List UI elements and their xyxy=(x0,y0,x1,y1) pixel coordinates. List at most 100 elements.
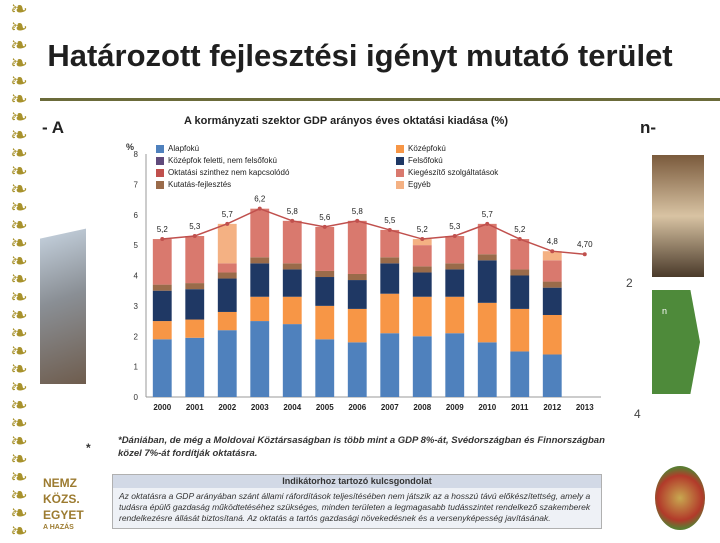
bar-segment xyxy=(347,220,367,274)
bar-segment xyxy=(445,236,465,264)
x-tick-label: 2006 xyxy=(348,403,366,412)
bar-segment xyxy=(152,284,172,291)
bar-segment xyxy=(412,266,432,273)
border-knot-icon: ❧ xyxy=(10,483,28,507)
border-knot-icon: ❧ xyxy=(10,465,28,489)
total-value-label: 5,5 xyxy=(384,216,396,225)
bar-segment xyxy=(185,289,205,320)
border-knot-icon: ❧ xyxy=(10,447,28,471)
border-knot-icon: ❧ xyxy=(10,141,28,165)
bar-segment xyxy=(380,263,400,294)
legend-label: Egyéb xyxy=(408,180,431,189)
bar-segment xyxy=(152,321,172,340)
bar-segment xyxy=(380,333,400,397)
border-knot-icon: ❧ xyxy=(10,51,28,75)
bar-segment xyxy=(185,319,205,338)
x-tick-label: 2010 xyxy=(478,403,496,412)
legend-swatch xyxy=(156,168,164,177)
total-value-label: 4,8 xyxy=(547,237,559,246)
bar-segment xyxy=(477,342,497,397)
total-point xyxy=(517,237,522,242)
footnote-marker: * xyxy=(86,441,91,455)
bar-segment xyxy=(412,336,432,397)
border-knot-icon: ❧ xyxy=(10,375,28,399)
bar-segment xyxy=(510,275,530,309)
legend-label: Kutatás-fejlesztés xyxy=(168,180,232,189)
bar-segment xyxy=(412,296,432,337)
total-point xyxy=(550,249,555,254)
x-tick-label: 2005 xyxy=(316,403,334,412)
total-value-label: 5,6 xyxy=(319,213,331,222)
legend-swatch xyxy=(396,156,404,165)
bar-segment xyxy=(445,333,465,397)
bar-segment xyxy=(542,281,562,288)
border-knot-icon: ❧ xyxy=(10,177,28,201)
y-tick-label: 1 xyxy=(134,363,139,372)
x-tick-label: 2000 xyxy=(153,403,171,412)
bar-segment xyxy=(315,226,335,271)
legend-swatch xyxy=(396,180,404,189)
education-spending-chart: A kormányzati szektor GDP arányos éves o… xyxy=(86,104,606,434)
bar-segment xyxy=(347,308,367,343)
total-point xyxy=(322,224,327,229)
bar-segment xyxy=(315,305,335,340)
bullet-text-right: n- xyxy=(640,118,657,137)
legend-item: Egyéb xyxy=(396,180,431,189)
bar-segment xyxy=(542,287,562,315)
legend-item: Kiegészítő szolgáltatások xyxy=(396,168,498,177)
y-tick-label: 3 xyxy=(134,302,139,311)
border-knot-icon: ❧ xyxy=(10,15,28,39)
legend-label: Alapfokú xyxy=(168,144,200,153)
bar-segment xyxy=(185,283,205,290)
border-knot-icon: ❧ xyxy=(10,123,28,147)
legend-swatch xyxy=(396,144,404,153)
bar-segment xyxy=(412,245,432,267)
green-arrow-shape xyxy=(652,290,700,394)
total-value-label: 5,7 xyxy=(222,210,234,219)
legend-item: Kutatás-fejlesztés xyxy=(156,180,231,189)
bar-segment xyxy=(152,339,172,397)
bar-segment xyxy=(510,351,530,397)
bar-segment xyxy=(542,260,562,282)
bar-segment xyxy=(412,239,432,246)
border-knot-icon: ❧ xyxy=(10,87,28,111)
total-value-label: 5,2 xyxy=(514,225,526,234)
y-tick-label: 7 xyxy=(134,180,139,189)
border-knot-icon: ❧ xyxy=(10,231,28,255)
bar-segment xyxy=(250,296,270,322)
total-value-label: 5,3 xyxy=(449,222,461,231)
total-value-label: 5,2 xyxy=(157,225,169,234)
bar-segment xyxy=(217,311,237,331)
total-point xyxy=(420,237,425,242)
total-point xyxy=(355,218,360,223)
bar-segment xyxy=(445,269,465,297)
logo-line-1: NEMZ xyxy=(43,476,77,490)
bar-segment xyxy=(282,296,302,325)
indicator-box-body: Az oktatásra a GDP arányában szánt állam… xyxy=(119,491,591,523)
x-tick-label: 2001 xyxy=(186,403,204,412)
bar-segment xyxy=(250,208,270,258)
border-knot-icon: ❧ xyxy=(10,285,28,309)
bar-segment xyxy=(477,223,497,255)
border-knot-icon: ❧ xyxy=(10,411,28,435)
bar-segment xyxy=(380,293,400,334)
total-value-label: 5,3 xyxy=(189,222,201,231)
logo-line-4: A HAZÁS xyxy=(43,524,74,531)
legend-swatch xyxy=(156,180,164,189)
border-knot-icon: ❧ xyxy=(10,303,28,327)
chart-title: A kormányzati szektor GDP arányos éves o… xyxy=(183,115,509,127)
bar-segment xyxy=(510,239,530,270)
border-knot-icon: ❧ xyxy=(10,339,28,363)
legend-label: Felsőfokú xyxy=(408,156,443,165)
x-tick-label: 2004 xyxy=(283,403,301,412)
legend-swatch xyxy=(156,144,164,153)
bar-segment xyxy=(185,236,205,284)
total-value-label: 6,2 xyxy=(254,195,266,204)
legend-item: Középfok feletti, nem felsőfokú xyxy=(156,156,277,165)
x-tick-label: 2009 xyxy=(446,403,464,412)
logo-line-3: EGYET xyxy=(43,508,84,522)
border-knot-icon: ❧ xyxy=(10,195,28,219)
decorative-border: ❧ ❧ ❧ ❧ ❧ ❧ ❧ ❧ ❧ ❧ ❧ ❧ ❧ ❧ ❧ ❧ ❧ ❧ ❧ ❧ ❧ ❧ ❧ ❧ ❧ ❧ ❧ ❧ ❧ ❧ xyxy=(0,0,40,542)
total-value-label: 5,8 xyxy=(352,207,364,216)
border-knot-icon: ❧ xyxy=(10,393,28,417)
